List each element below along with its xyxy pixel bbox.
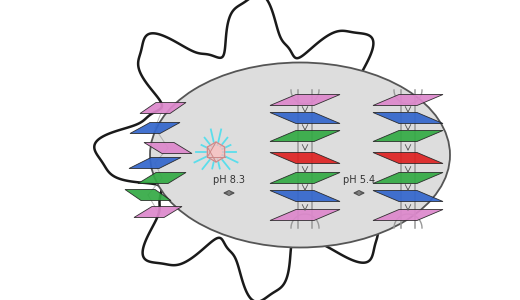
Polygon shape: [207, 142, 225, 162]
Polygon shape: [373, 112, 443, 124]
Polygon shape: [130, 122, 180, 134]
Polygon shape: [138, 172, 186, 184]
Polygon shape: [270, 130, 340, 142]
Polygon shape: [94, 0, 422, 300]
Polygon shape: [373, 94, 443, 106]
Polygon shape: [373, 152, 443, 164]
Text: pH 8.3: pH 8.3: [213, 175, 245, 185]
Polygon shape: [270, 94, 340, 106]
Polygon shape: [134, 206, 182, 218]
Text: pH 5.4: pH 5.4: [343, 175, 375, 185]
Polygon shape: [373, 172, 443, 184]
Polygon shape: [270, 209, 340, 220]
Polygon shape: [270, 152, 340, 164]
Polygon shape: [129, 158, 181, 169]
Polygon shape: [373, 209, 443, 220]
Polygon shape: [373, 130, 443, 142]
Polygon shape: [144, 142, 192, 154]
Polygon shape: [270, 172, 340, 184]
Polygon shape: [125, 190, 171, 200]
Polygon shape: [270, 190, 340, 202]
Polygon shape: [140, 103, 186, 113]
Polygon shape: [270, 112, 340, 124]
Polygon shape: [373, 190, 443, 202]
Ellipse shape: [150, 62, 450, 248]
